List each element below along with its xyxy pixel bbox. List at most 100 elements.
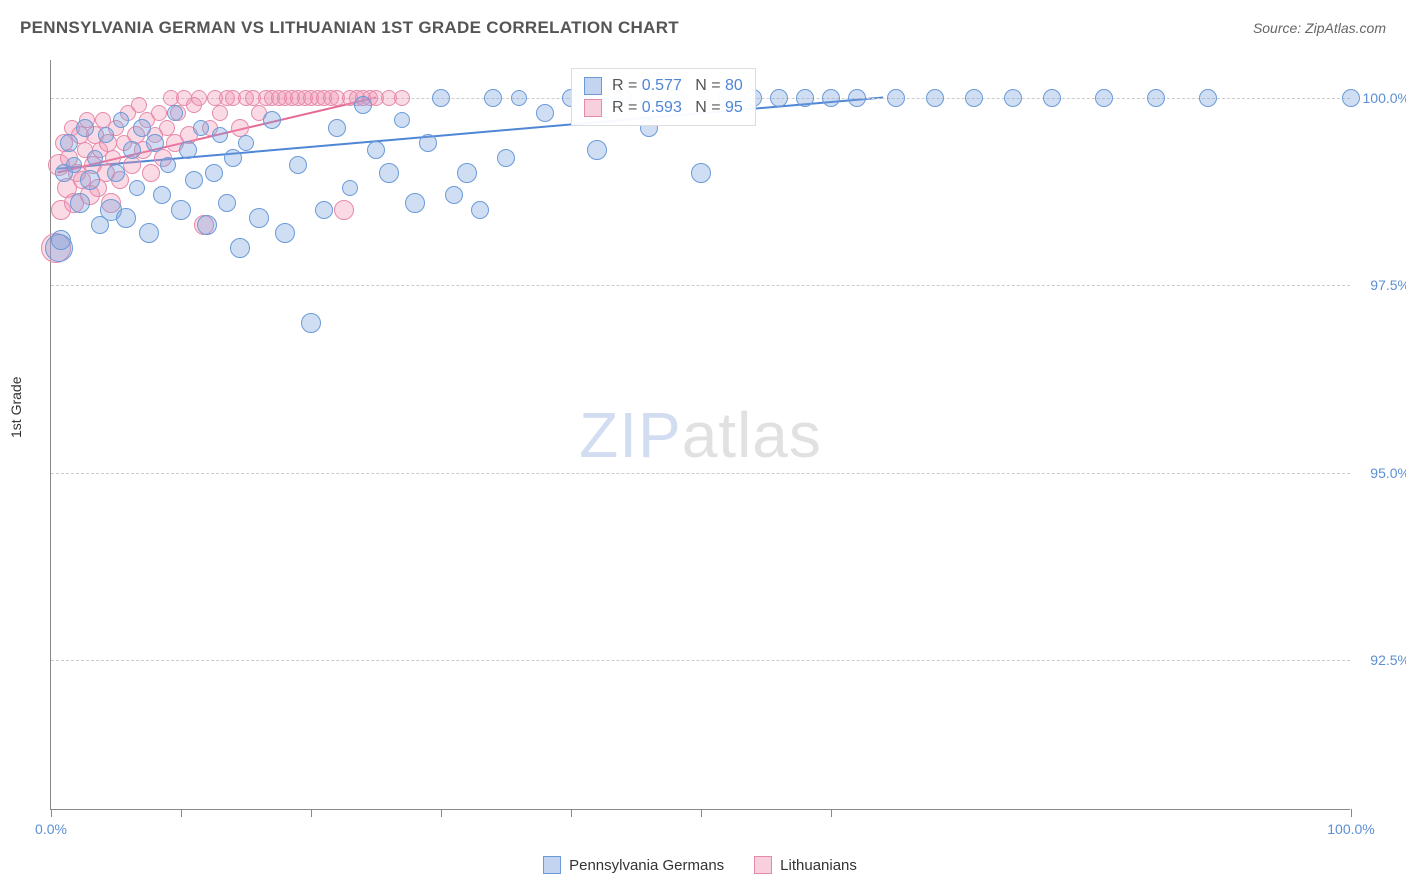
scatter-marker — [193, 120, 209, 136]
scatter-marker — [87, 150, 103, 166]
scatter-marker — [887, 89, 905, 107]
ytick-label: 97.5% — [1355, 277, 1406, 293]
scatter-marker — [419, 134, 437, 152]
scatter-marker — [171, 200, 191, 220]
scatter-marker — [536, 104, 554, 122]
scatter-marker — [328, 119, 346, 137]
legend-swatch-icon — [584, 77, 602, 95]
stats-text: R = 0.577 N = 80 — [612, 77, 743, 95]
scatter-marker — [197, 215, 217, 235]
scatter-marker — [224, 149, 242, 167]
scatter-marker — [1043, 89, 1061, 107]
stats-box: R = 0.577 N = 80 R = 0.593 N = 95 — [571, 68, 756, 126]
scatter-marker — [379, 163, 399, 183]
scatter-marker — [139, 223, 159, 243]
scatter-marker — [315, 201, 333, 219]
scatter-marker — [445, 186, 463, 204]
scatter-marker — [289, 156, 307, 174]
ytick-label: 95.0% — [1355, 465, 1406, 481]
scatter-marker — [965, 89, 983, 107]
xtick — [831, 809, 832, 817]
gridline — [51, 473, 1350, 474]
legend-label: Pennsylvania Germans — [569, 857, 724, 874]
scatter-marker — [191, 90, 207, 106]
legend-swatch-icon — [543, 856, 561, 874]
scatter-marker — [394, 112, 410, 128]
xtick — [571, 809, 572, 817]
scatter-marker — [405, 193, 425, 213]
scatter-marker — [60, 134, 78, 152]
scatter-marker — [238, 135, 254, 151]
xtick — [701, 809, 702, 817]
scatter-marker — [367, 141, 385, 159]
scatter-marker — [218, 194, 236, 212]
scatter-marker — [822, 89, 840, 107]
xtick — [311, 809, 312, 817]
scatter-marker — [98, 127, 114, 143]
scatter-marker — [249, 208, 269, 228]
scatter-marker — [185, 171, 203, 189]
scatter-marker — [66, 157, 82, 173]
xtick-label: 100.0% — [1327, 821, 1374, 837]
legend-item: Lithuanians — [754, 856, 857, 874]
scatter-marker — [587, 140, 607, 160]
legend: Pennsylvania Germans Lithuanians — [50, 856, 1350, 874]
chart-title: PENNSYLVANIA GERMAN VS LITHUANIAN 1ST GR… — [20, 18, 679, 38]
scatter-marker — [179, 141, 197, 159]
scatter-marker — [334, 200, 354, 220]
scatter-marker — [471, 201, 489, 219]
source-label: Source: ZipAtlas.com — [1253, 20, 1386, 36]
scatter-marker — [457, 163, 477, 183]
scatter-marker — [151, 105, 167, 121]
scatter-marker — [212, 127, 228, 143]
scatter-marker — [167, 105, 183, 121]
stats-text: R = 0.593 N = 95 — [612, 99, 743, 117]
gridline — [51, 285, 1350, 286]
scatter-marker — [342, 180, 358, 196]
scatter-marker — [131, 97, 147, 113]
stats-row: R = 0.593 N = 95 — [584, 97, 743, 119]
scatter-marker — [123, 141, 141, 159]
scatter-marker — [848, 89, 866, 107]
scatter-marker — [76, 119, 94, 137]
scatter-marker — [263, 111, 281, 129]
scatter-marker — [1199, 89, 1217, 107]
scatter-marker — [484, 89, 502, 107]
plot-area: ZIPatlas 100.0%97.5%95.0%92.5%0.0%100.0%… — [50, 60, 1350, 810]
xtick — [51, 809, 52, 817]
scatter-marker — [301, 313, 321, 333]
ytick-label: 92.5% — [1355, 652, 1406, 668]
scatter-marker — [133, 119, 151, 137]
xtick — [441, 809, 442, 817]
legend-swatch-icon — [754, 856, 772, 874]
xtick — [1351, 809, 1352, 817]
legend-item: Pennsylvania Germans — [543, 856, 724, 874]
xtick-label: 0.0% — [35, 821, 67, 837]
scatter-marker — [205, 164, 223, 182]
scatter-marker — [275, 223, 295, 243]
scatter-marker — [354, 96, 372, 114]
legend-label: Lithuanians — [780, 857, 857, 874]
xtick — [181, 809, 182, 817]
scatter-marker — [432, 89, 450, 107]
scatter-marker — [70, 193, 90, 213]
scatter-marker — [1095, 89, 1113, 107]
scatter-marker — [230, 238, 250, 258]
scatter-marker — [511, 90, 527, 106]
scatter-marker — [770, 89, 788, 107]
scatter-marker — [51, 230, 71, 250]
scatter-marker — [116, 208, 136, 228]
scatter-marker — [80, 170, 100, 190]
scatter-marker — [796, 89, 814, 107]
legend-swatch-icon — [584, 99, 602, 117]
scatter-marker — [153, 186, 171, 204]
scatter-marker — [142, 164, 160, 182]
stats-row: R = 0.577 N = 80 — [584, 75, 743, 97]
scatter-marker — [497, 149, 515, 167]
scatter-marker — [146, 134, 164, 152]
y-axis-title: 1st Grade — [8, 377, 24, 438]
scatter-marker — [1004, 89, 1022, 107]
scatter-marker — [1342, 89, 1360, 107]
ytick-label: 100.0% — [1355, 90, 1406, 106]
scatter-marker — [926, 89, 944, 107]
